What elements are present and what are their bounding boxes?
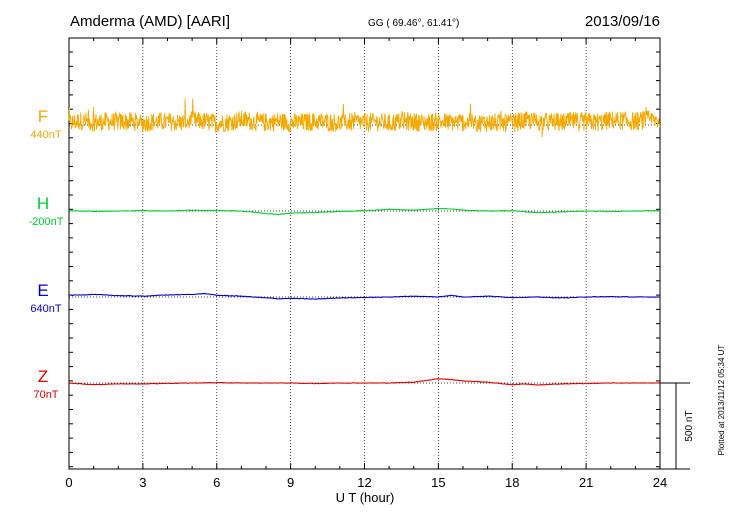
- x-axis-title: U T (hour): [336, 490, 395, 505]
- coordinates-label: GG ( 69.46°, 61.41°): [368, 18, 459, 29]
- x-tick-label-9: 9: [287, 475, 294, 490]
- series-baseline-F: 440nT: [30, 129, 61, 141]
- x-tick-label-21: 21: [579, 475, 593, 490]
- plotted-at-note: Plotted at 2013/11/12 05:34 UT: [717, 345, 726, 456]
- series-name-E: E: [37, 281, 48, 300]
- scale-bar-label: 500 nT: [684, 410, 695, 441]
- series-baseline-E: 640nT: [30, 303, 61, 315]
- series-line-E: [68, 292, 660, 300]
- series-baseline-H: -200nT: [29, 216, 64, 228]
- x-tick-label-24: 24: [653, 475, 667, 490]
- series-labels: F 440nT H -200nT E 640nT Z 70nT: [29, 107, 64, 401]
- x-tick-label-0: 0: [65, 475, 72, 490]
- series-line-Z: [68, 378, 661, 386]
- x-tick-label-12: 12: [357, 475, 371, 490]
- scale-bar: 500 nT: [660, 382, 695, 470]
- grid-lines: [142, 38, 587, 469]
- x-tick-label-15: 15: [431, 475, 445, 490]
- x-tick-label-3: 3: [139, 475, 146, 490]
- series-name-Z: Z: [38, 367, 48, 386]
- series-line-H: [69, 207, 661, 216]
- series-line-F: [68, 98, 661, 138]
- x-tick-label-18: 18: [505, 475, 519, 490]
- x-tick-label-6: 6: [213, 475, 220, 490]
- series-baseline-Z: 70nT: [33, 389, 58, 401]
- series-name-F: F: [38, 107, 48, 126]
- series-name-H: H: [37, 194, 49, 213]
- axis-ticks: 0 3 6 9 12 15 18 21 24: [65, 38, 667, 490]
- station-title: Amderma (AMD) [AARI]: [70, 13, 230, 30]
- date-label: 2013/09/16: [585, 13, 660, 30]
- series-group: [68, 98, 661, 386]
